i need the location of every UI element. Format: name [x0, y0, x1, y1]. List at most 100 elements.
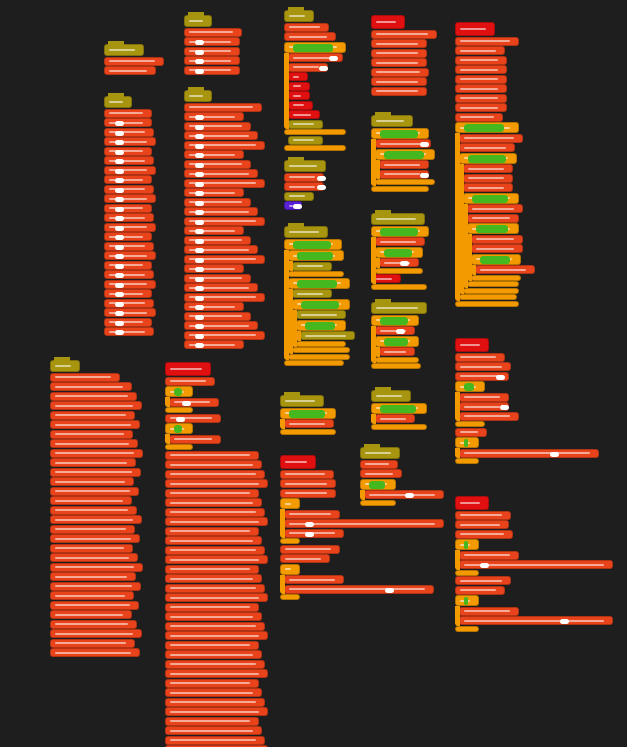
condition-block[interactable]: [293, 43, 333, 52]
value-input[interactable]: [115, 320, 124, 326]
command-block[interactable]: [455, 93, 507, 103]
command-block[interactable]: [50, 401, 142, 410]
condition-block[interactable]: [384, 248, 412, 257]
command-block[interactable]: [184, 65, 240, 75]
command-block[interactable]: [104, 184, 154, 194]
value-input[interactable]: [329, 56, 338, 61]
command-block[interactable]: [459, 133, 523, 143]
command-block[interactable]: [165, 688, 262, 697]
value-input[interactable]: [195, 305, 204, 310]
value-input[interactable]: [115, 244, 124, 250]
command-block[interactable]: [50, 458, 136, 467]
c-block-end[interactable]: [463, 287, 519, 294]
command-block[interactable]: [50, 524, 135, 534]
command-block[interactable]: [284, 575, 344, 584]
command-block[interactable]: [284, 32, 336, 41]
value-input[interactable]: [319, 65, 328, 71]
command-block[interactable]: [280, 469, 334, 479]
command-block[interactable]: [165, 526, 259, 536]
value-input[interactable]: [195, 115, 204, 120]
command-block[interactable]: [280, 554, 330, 563]
command-block[interactable]: [184, 226, 244, 235]
command-block[interactable]: [104, 175, 152, 184]
command-block[interactable]: [371, 86, 427, 96]
command-block[interactable]: [288, 119, 323, 129]
command-block[interactable]: [50, 505, 137, 515]
command-block[interactable]: [165, 413, 221, 423]
value-input[interactable]: [115, 292, 124, 297]
command-block[interactable]: [184, 292, 265, 302]
command-block[interactable]: [184, 178, 265, 188]
command-block[interactable]: [104, 270, 154, 279]
define-block[interactable]: [455, 496, 489, 510]
command-block[interactable]: [165, 555, 268, 564]
if-block[interactable]: [459, 152, 517, 164]
if-block[interactable]: [467, 223, 519, 234]
condition-block[interactable]: [384, 150, 424, 159]
value-input[interactable]: [195, 162, 204, 168]
condition-block[interactable]: [369, 480, 385, 489]
c-block-end[interactable]: [165, 444, 193, 450]
command-block[interactable]: [165, 460, 262, 469]
command-block[interactable]: [169, 397, 219, 407]
command-block[interactable]: [104, 118, 152, 127]
command-block[interactable]: [104, 165, 156, 175]
value-input[interactable]: [195, 200, 204, 206]
value-input[interactable]: [195, 134, 204, 139]
if-block[interactable]: [375, 335, 419, 347]
command-block[interactable]: [184, 273, 251, 283]
command-block[interactable]: [184, 283, 258, 292]
command-block[interactable]: [184, 197, 251, 207]
hat-block[interactable]: [104, 41, 144, 56]
hat-block[interactable]: [371, 210, 425, 225]
if-block[interactable]: [371, 402, 427, 414]
command-block[interactable]: [471, 244, 523, 253]
command-block[interactable]: [284, 519, 444, 528]
command-block[interactable]: [459, 411, 519, 421]
value-input[interactable]: [195, 343, 204, 348]
command-block[interactable]: [165, 612, 262, 621]
hat-block[interactable]: [184, 87, 212, 102]
c-block-end[interactable]: [165, 407, 193, 413]
command-block[interactable]: [288, 91, 310, 100]
command-block[interactable]: [292, 289, 332, 298]
value-input[interactable]: [195, 172, 204, 177]
command-block[interactable]: [165, 678, 259, 688]
command-block[interactable]: [184, 340, 244, 349]
value-input[interactable]: [195, 124, 204, 130]
c-block-end[interactable]: [371, 185, 429, 192]
command-block[interactable]: [284, 419, 334, 428]
command-block[interactable]: [467, 204, 523, 213]
command-block[interactable]: [165, 479, 268, 488]
command-block[interactable]: [184, 131, 258, 140]
value-input[interactable]: [115, 235, 124, 240]
value-input[interactable]: [115, 225, 124, 231]
c-block-end[interactable]: [371, 363, 421, 369]
command-block[interactable]: [165, 376, 215, 386]
command-block[interactable]: [104, 222, 156, 232]
command-block[interactable]: [104, 194, 156, 203]
command-block[interactable]: [184, 150, 244, 159]
command-block[interactable]: [284, 201, 302, 210]
command-block[interactable]: [50, 572, 136, 581]
hat-block[interactable]: [371, 387, 411, 402]
value-input[interactable]: [115, 311, 124, 316]
if-block[interactable]: [463, 192, 519, 204]
c-block-end[interactable]: [296, 340, 346, 347]
command-block[interactable]: [50, 429, 133, 439]
command-block[interactable]: [288, 72, 308, 81]
command-block[interactable]: [459, 606, 519, 616]
command-block[interactable]: [165, 640, 259, 650]
command-block[interactable]: [463, 173, 513, 183]
command-block[interactable]: [284, 509, 340, 519]
command-block[interactable]: [184, 37, 240, 46]
command-block[interactable]: [459, 550, 519, 560]
command-block[interactable]: [50, 477, 134, 486]
command-block[interactable]: [375, 414, 415, 423]
value-input[interactable]: [115, 121, 124, 126]
command-block[interactable]: [50, 610, 132, 619]
value-input[interactable]: [317, 175, 326, 181]
command-block[interactable]: [165, 659, 265, 669]
hat-block[interactable]: [280, 392, 324, 407]
